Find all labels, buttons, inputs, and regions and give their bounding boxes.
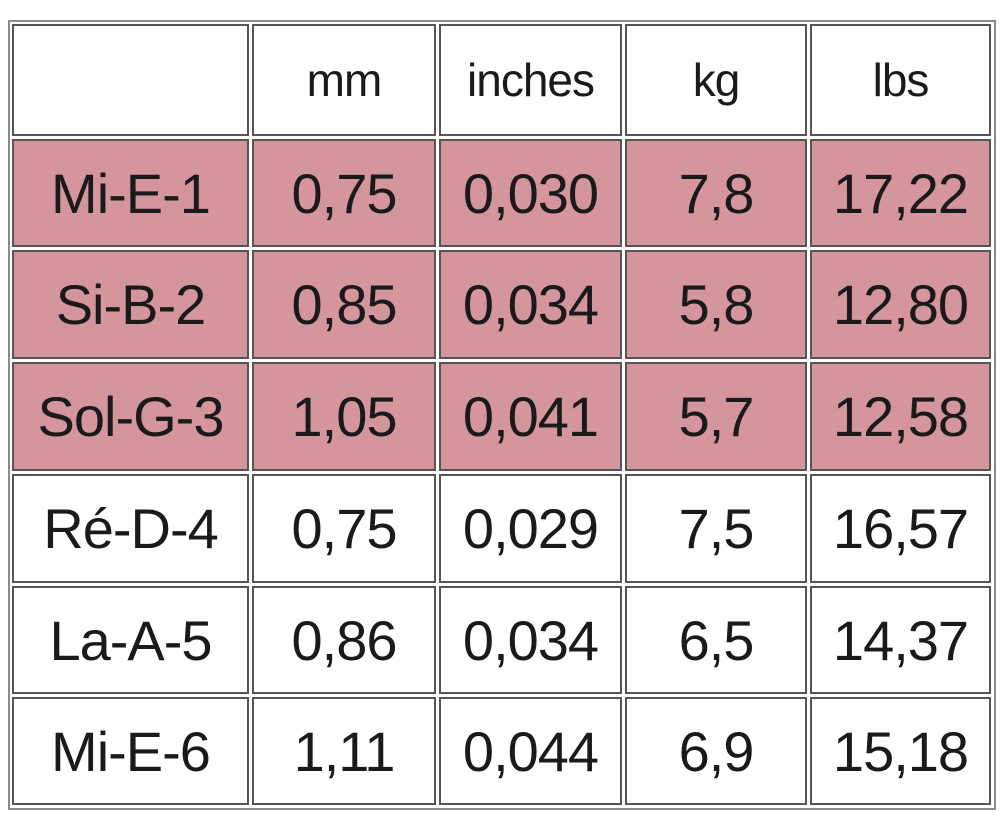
table-cell: 17,22 (810, 139, 991, 247)
table-cell: 5,8 (625, 250, 807, 359)
table-cell: 12,58 (810, 362, 991, 471)
table-cell: 15,18 (810, 697, 991, 805)
table-cell: 16,57 (810, 474, 991, 583)
table-cell: 0,030 (439, 139, 622, 247)
table-cell: 0,034 (439, 586, 622, 694)
row-label: Ré-D-4 (12, 474, 249, 583)
corner-cell (12, 24, 249, 136)
table-cell: 1,05 (252, 362, 436, 471)
row-label: Sol-G-3 (12, 362, 249, 471)
row-label: Si-B-2 (12, 250, 249, 359)
row-label: Mi-E-6 (12, 697, 249, 805)
column-header: kg (625, 24, 807, 136)
row-label: Mi-E-1 (12, 139, 249, 247)
table-cell: 7,5 (625, 474, 807, 583)
table-cell: 0,034 (439, 250, 622, 359)
column-header: lbs (810, 24, 991, 136)
table-cell: 7,8 (625, 139, 807, 247)
table-cell: 0,044 (439, 697, 622, 805)
table-cell: 6,5 (625, 586, 807, 694)
column-header: inches (439, 24, 622, 136)
table-cell: 12,80 (810, 250, 991, 359)
table-cell: 5,7 (625, 362, 807, 471)
table-cell: 0,041 (439, 362, 622, 471)
row-label: La-A-5 (12, 586, 249, 694)
table-cell: 1,11 (252, 697, 436, 805)
table-cell: 0,029 (439, 474, 622, 583)
table-cell: 14,37 (810, 586, 991, 694)
table-cell: 0,85 (252, 250, 436, 359)
table-cell: 0,75 (252, 474, 436, 583)
column-header: mm (252, 24, 436, 136)
table-cell: 0,86 (252, 586, 436, 694)
table-cell: 6,9 (625, 697, 807, 805)
table-cell: 0,75 (252, 139, 436, 247)
table: mm inches kg lbs Mi-E-1 0,75 0,030 7,8 17,22 Si-B… (8, 20, 996, 810)
